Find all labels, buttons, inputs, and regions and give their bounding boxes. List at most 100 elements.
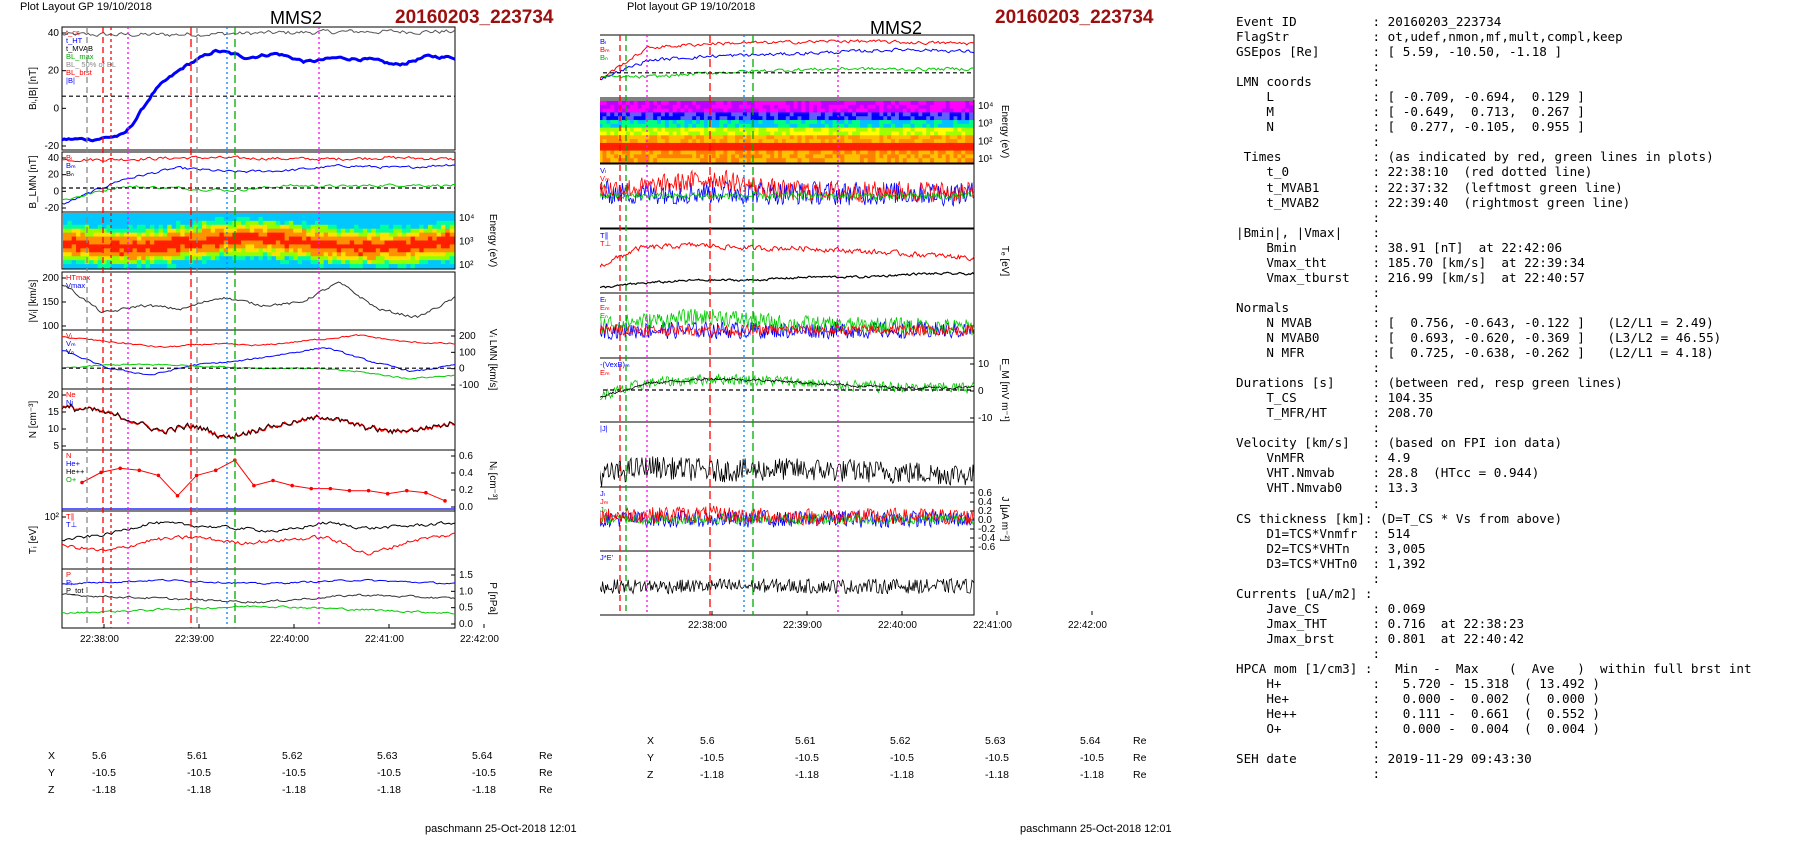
left-y-label: Y (48, 767, 56, 779)
left-panel-ylabel: |Vᵢ| [km/s] (28, 279, 39, 322)
mid-panel-3: Vₑ LMN [km/s]4002000-200-400VₗVₘVₙ (600, 163, 975, 229)
info-line: GSEpos [Re] : [ 5.59, -10.50, -1.18 ] (1236, 44, 1563, 60)
info-line: Event ID : 20160203_223734 (1236, 14, 1502, 29)
coord-z-value: -1.18 (377, 784, 401, 796)
info-line: L : [ -0.709, -0.694, 0.129 ] (1266, 89, 1585, 105)
info-line: VnMFR : 4.9 (1266, 450, 1411, 466)
coord-x-value: 5.63 (377, 750, 398, 762)
mid-panel-tick: 0.0 (978, 515, 992, 526)
mid-z-unit: Re (1133, 769, 1147, 781)
info-line: Jave_CS : 0.069 (1266, 600, 1426, 616)
left-panel-tick: 5 (53, 441, 59, 452)
left-hepp-line (81, 459, 446, 502)
mid-panel-legend: Jₘ (600, 497, 609, 506)
coord-y-value: -10.5 (795, 752, 819, 764)
mid-jm-series (600, 505, 975, 526)
coord-y-value: -10.5 (700, 752, 724, 764)
left-panel-legend: HTmax (66, 273, 90, 282)
left-panel-tick: 0.6 (459, 451, 473, 462)
coord-z-value: -1.18 (985, 769, 1009, 781)
mid-panel-tick: 0.6 (978, 488, 992, 499)
left-panel-ylabel: Tᵢ [eV] (28, 526, 39, 554)
left-panel-tick: 0.2 (459, 485, 473, 496)
left-ion-spectrogram (63, 213, 455, 269)
coord-z-value: -1.18 (795, 769, 819, 781)
left-bl-series (61, 48, 456, 143)
left-panel-legend: N (66, 451, 71, 460)
mid-panel-frame (600, 228, 975, 294)
info-line: Bmin : 38.91 [nT] at 22:42:06 (1266, 239, 1563, 255)
mid-panel-ylabel: E_M [mV m⁻¹] (999, 358, 1010, 422)
mid-panel-4: Tₑ [eV] T∥T⊥ (600, 228, 1010, 294)
left-panel-legend: Vₗ (66, 331, 72, 340)
coord-x-value: 5.61 (795, 735, 816, 747)
info-line: t_MVAB2 : 22:39:40 (rightmost green line… (1266, 194, 1631, 210)
left-panel-legend: t_cs (66, 28, 80, 37)
left-panel-legend: Pᵢ (66, 578, 72, 587)
mid-spacecraft-title: MMS2 (870, 18, 923, 38)
left-panel-legend: T⊥ (66, 520, 78, 529)
mid-panel-6: E_M [mV m⁻¹] 10 0 -10 -(VexB)ₘEₘ (600, 357, 1010, 424)
info-line: H+ : 5.720 - 15.318 ( 13.492 ) (1266, 676, 1600, 692)
left-panel-ylabel: Energy (eV) (487, 214, 498, 267)
mid-time-tick: 22:39:00 (783, 620, 822, 631)
info-line: M : [ -0.649, 0.713, 0.267 ] (1266, 104, 1585, 120)
left-panel-tick: 0.0 (459, 502, 473, 513)
mid-event-id-title: 20160203_223734 (995, 7, 1154, 28)
left-panel-tick: 100 (42, 321, 59, 332)
left-vi-series (61, 281, 456, 319)
info-line: LMN coords : (1236, 74, 1381, 90)
left-vn-series (61, 363, 456, 380)
mid-panel-legend: T∥ (600, 231, 608, 240)
mid-panel-tick: -0.4 (978, 533, 996, 544)
mid-panel-frame (600, 34, 975, 99)
mid-x-label: X (647, 735, 655, 747)
info-line: : (1372, 209, 1381, 225)
left-panel-legend: Bₗ (66, 153, 72, 162)
mid-panel-9: J*E' [nW m⁻³]1.00.50.0-0.5J*E' (600, 550, 975, 616)
left-panel-legend: t_HT (66, 36, 83, 45)
mid-panel-tick: 0 (978, 386, 984, 397)
mid-panel-legend: Eₘ (600, 368, 610, 377)
info-line: CS thickness [km]: (D=T_CS * Vs from abo… (1236, 510, 1563, 526)
left-panel-frame (61, 568, 456, 629)
left-bn-lmn (61, 183, 456, 201)
info-line: N MFR : [ 0.725, -0.638, -0.262 ] (L2/L1… (1266, 345, 1714, 361)
left-panel-ylabel: N [cm⁻³] (28, 401, 39, 439)
left-panel-tick: 20 (48, 66, 60, 77)
coord-x-value: 5.64 (1080, 735, 1101, 747)
left-panel-1: Bₗ,|B| [nT]40200-20t_cst_HTt_MVABBL_maxB… (28, 26, 456, 152)
left-panel-tick: 0.5 (459, 603, 473, 614)
mid-panel-tick: 0.2 (978, 506, 992, 517)
left-panel-tick: 10² (459, 260, 474, 271)
info-line: FlagStr : ot,udef,nmon,mf,mult,compl,kee… (1236, 29, 1623, 45)
coord-z-value: -1.18 (890, 769, 914, 781)
mid-y-unit: Re (1133, 752, 1147, 764)
left-panel-tick: 0 (53, 103, 59, 114)
mid-panel-tick: 10² (978, 136, 993, 147)
left-bmag-series (61, 28, 456, 38)
left-panel-tick: 15 (48, 407, 60, 418)
mid-panel-legend: -(VexB)ₘ (600, 360, 630, 369)
mid-panel-ylabel: Energy (eV) (999, 105, 1010, 158)
info-line: D2=TCS*VHTn : 3,005 (1266, 540, 1426, 556)
coord-y-value: -10.5 (282, 767, 306, 779)
info-line: T_CS : 104.35 (1266, 390, 1434, 406)
coord-z-value: -1.18 (1080, 769, 1104, 781)
info-line: He++ : 0.111 - 0.661 ( 0.552 ) (1266, 706, 1600, 722)
mid-panel-tick: 10 (978, 359, 990, 370)
left-panel-ylabel: Bₗ,|B| [nT] (28, 67, 39, 110)
left-panel-frame (61, 211, 456, 270)
info-line: : (1372, 570, 1381, 586)
info-line: D3=TCS*VHTn0 : 1,392 (1266, 555, 1426, 571)
mid-panel-tick: 0.4 (978, 497, 992, 508)
mid-panel-ylabel: J [μA m⁻²] (999, 497, 1010, 542)
left-panel-tick: 150 (42, 297, 59, 308)
left-spacecraft-title: MMS2 (270, 8, 323, 28)
mid-electron-spectrogram (600, 101, 974, 163)
left-panel-tick: 40 (48, 153, 60, 164)
left-panel-legend: Ni (66, 398, 73, 407)
info-line: Normals : (1236, 299, 1381, 315)
